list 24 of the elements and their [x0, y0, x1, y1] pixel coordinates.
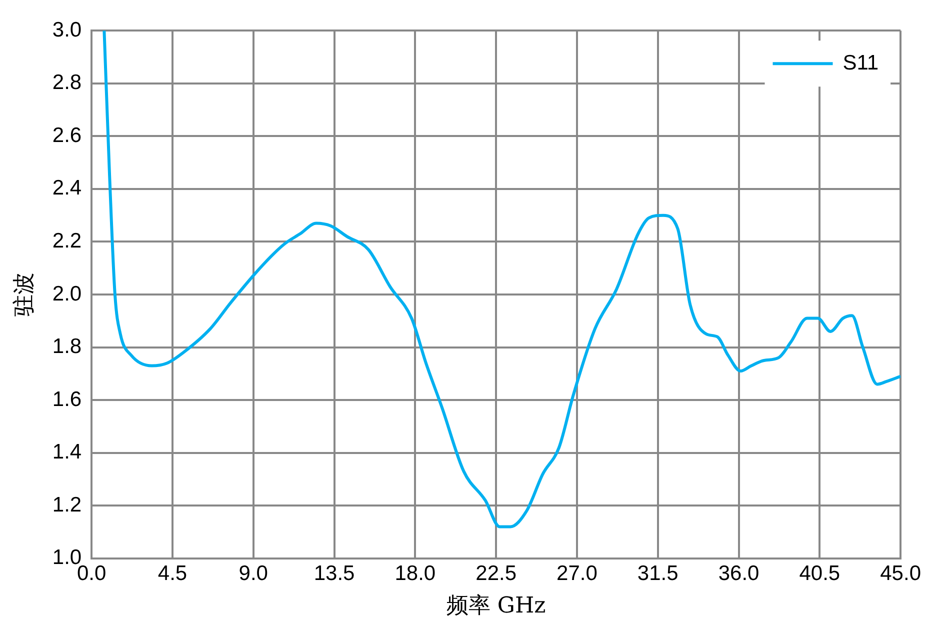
x-axis-title: 频率 GHz [446, 594, 546, 619]
y-tick-label: 2.6 [52, 124, 82, 147]
y-tick-label: 1.2 [52, 493, 82, 516]
x-tick-label: 18.0 [394, 562, 436, 585]
x-tick-label: 4.5 [158, 562, 188, 585]
legend-label: S11 [842, 51, 879, 74]
y-tick-label: 2.2 [52, 230, 82, 253]
y-tick-label: 2.4 [52, 176, 82, 200]
x-tick-label: 27.0 [556, 562, 598, 585]
x-tick-label: 40.5 [799, 562, 840, 585]
y-tick-label: 1.6 [52, 388, 82, 411]
x-tick-label: 13.5 [314, 562, 355, 585]
y-tick-label: 1.8 [52, 335, 82, 358]
y-tick-label: 2.8 [52, 71, 82, 94]
x-tick-label: 31.5 [637, 562, 678, 585]
line-series [102, 30, 901, 528]
x-tick-label: 9.0 [238, 562, 268, 585]
y-axis-title: 驻波 [12, 272, 37, 316]
x-tick-label: 36.0 [718, 562, 760, 585]
x-tick-label: 22.5 [476, 562, 517, 585]
y-tick-label: 1.4 [52, 440, 82, 464]
y-tick-label: 3.0 [52, 18, 82, 42]
y-tick-label: 2.0 [52, 282, 82, 306]
x-tick-label: 45.0 [880, 562, 921, 585]
